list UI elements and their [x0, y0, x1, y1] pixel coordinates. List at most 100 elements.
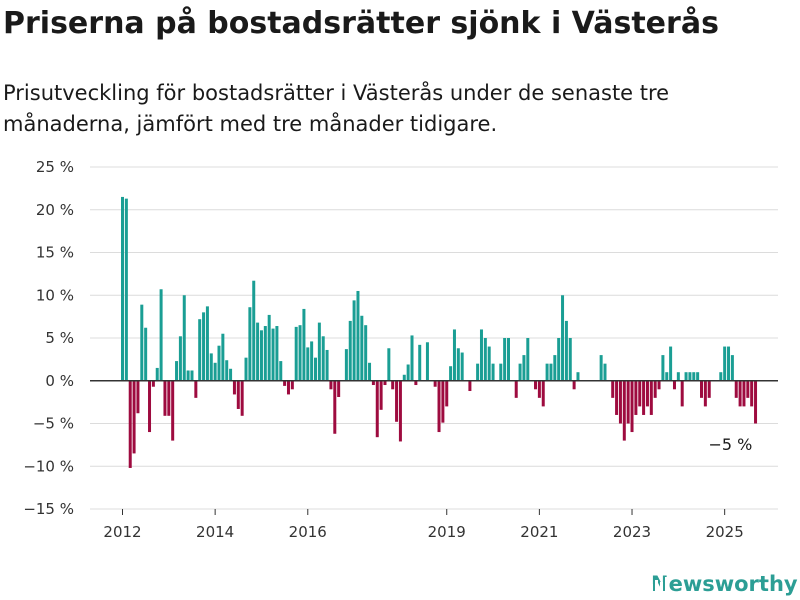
bar: [163, 380, 167, 416]
bar: [298, 325, 302, 381]
newsworthy-logo: Newsworthy: [645, 569, 798, 599]
bar: [348, 320, 352, 381]
bar: [286, 380, 290, 395]
bar: [626, 380, 630, 424]
bar: [503, 338, 507, 381]
bar: [256, 322, 260, 381]
bar: [194, 380, 198, 398]
bar: [356, 290, 360, 381]
bar: [279, 361, 283, 381]
bar: [568, 338, 572, 381]
bar: [136, 380, 140, 414]
bar: [364, 325, 368, 381]
x-tick-label: 2019: [428, 523, 466, 541]
bar: [178, 336, 182, 381]
bar: [198, 319, 202, 381]
x-tick-label: 2016: [289, 523, 327, 541]
bar: [232, 380, 236, 395]
bar: [252, 280, 256, 381]
bar: [124, 198, 128, 381]
bar: [688, 372, 692, 381]
brand-name: Newsworthy: [651, 572, 798, 596]
bar: [395, 380, 399, 422]
bar: [696, 372, 700, 381]
x-tick-label: 2023: [613, 523, 651, 541]
bar: [368, 362, 372, 381]
bar: [700, 380, 703, 398]
bar: [302, 308, 306, 381]
bar: [248, 307, 252, 381]
y-tick-label: −5 %: [33, 415, 74, 433]
bar: [649, 380, 653, 415]
bar: [217, 345, 221, 381]
bar: [611, 380, 615, 398]
bar: [676, 372, 680, 381]
bar: [603, 363, 607, 381]
bar: [441, 380, 445, 423]
bar: [615, 380, 619, 415]
bar: [236, 380, 240, 409]
bar: [479, 329, 483, 381]
bar: [283, 380, 287, 386]
bar: [680, 380, 684, 407]
bar: [526, 338, 530, 381]
bar: [553, 355, 557, 381]
bar: [225, 360, 229, 381]
bar: [190, 370, 194, 381]
bar: [148, 380, 152, 433]
bar: [263, 326, 267, 381]
bar: [202, 312, 206, 381]
y-tick-label: 15 %: [36, 244, 74, 262]
bar: [572, 380, 576, 390]
bar: [186, 370, 190, 381]
bar: [167, 380, 171, 416]
bar: [561, 295, 565, 381]
bar: [267, 314, 271, 381]
bar: [275, 326, 279, 381]
x-tick-label: 2025: [706, 523, 744, 541]
bar: [240, 380, 244, 416]
bar: [414, 380, 418, 386]
bar: [140, 304, 144, 381]
bar: [310, 341, 314, 381]
bar: [750, 380, 754, 407]
x-tick-label: 2021: [520, 523, 558, 541]
bar: [719, 372, 723, 381]
bar: [541, 380, 545, 407]
bar: [418, 344, 422, 381]
bar: [155, 367, 159, 381]
y-tick-label: 25 %: [36, 158, 74, 176]
bar: [317, 322, 321, 381]
bar: [221, 333, 225, 381]
bar: [209, 353, 213, 381]
bar: [437, 380, 441, 433]
bar: [672, 380, 676, 390]
bar: [545, 363, 549, 381]
bar: [491, 363, 495, 381]
bar: [144, 327, 148, 381]
y-tick-label: 10 %: [36, 286, 74, 304]
last-value-annotation: −5 %: [709, 435, 753, 454]
bar: [507, 338, 510, 381]
bar: [294, 326, 298, 381]
bar: [321, 336, 325, 381]
bar: [121, 196, 124, 381]
y-tick-label: −15 %: [23, 500, 74, 518]
bar: [549, 363, 553, 381]
bar: [645, 380, 649, 407]
bar: [132, 380, 136, 454]
bar: [638, 380, 642, 407]
bar: [684, 372, 688, 381]
bar: [306, 347, 310, 381]
bar: [669, 346, 673, 381]
bar: [449, 366, 453, 381]
bar: [213, 362, 217, 381]
bar: [229, 368, 233, 381]
bar: [738, 380, 742, 407]
bar: [642, 380, 646, 415]
bar: [344, 349, 348, 381]
bar: [734, 380, 738, 398]
bar: [476, 363, 480, 381]
bar: [406, 364, 410, 381]
bar: [175, 361, 179, 381]
